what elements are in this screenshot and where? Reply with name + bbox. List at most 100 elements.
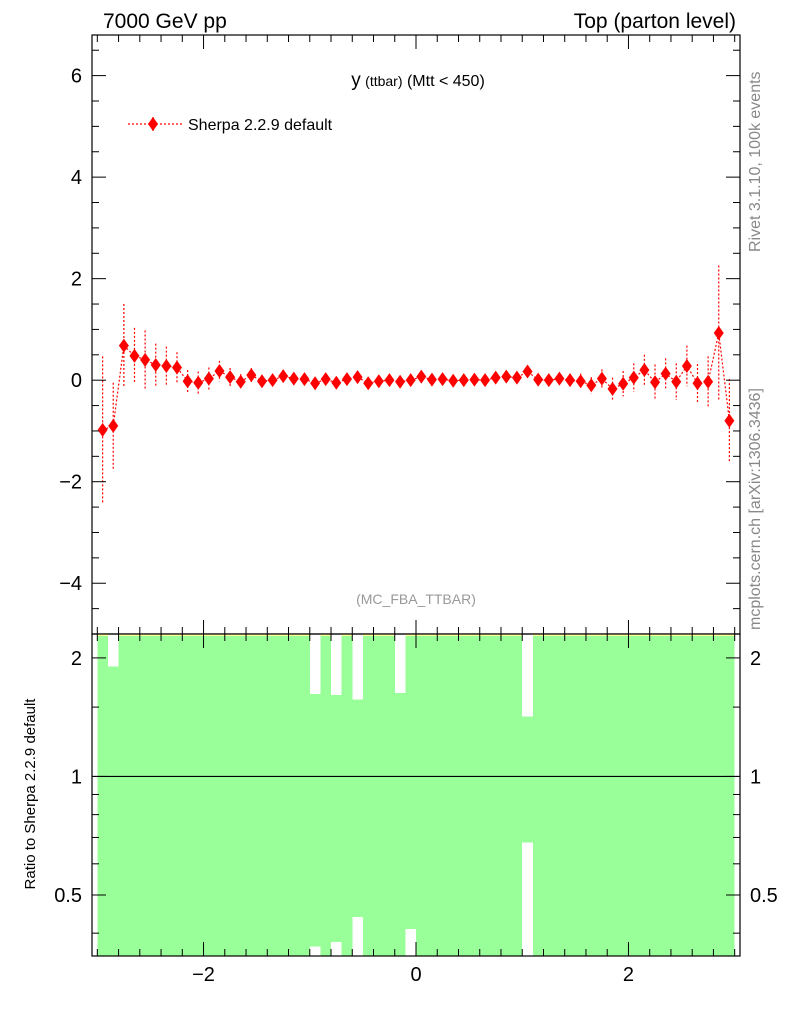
ratio-inner-band-bin [426,636,438,956]
ratio-inner-band-bin [352,699,363,917]
x-tick-label: 2 [623,964,634,986]
ratio-ylabel: Ratio to Sherpa 2.2.9 default [22,698,39,890]
ratio-inner-band-bin [469,636,480,956]
ratio-inner-band-bin [500,636,512,956]
data-point-marker [182,374,193,389]
data-point-marker [108,418,119,433]
data-point-marker [278,369,289,384]
ratio-inner-band-bin [267,636,278,956]
data-point-marker [310,376,321,391]
y-tick-label: 6 [71,66,82,88]
ratio-inner-band-bin [203,636,215,956]
data-point-marker [299,372,310,387]
ratio-inner-band-bin [384,636,395,956]
ratio-bands [97,634,735,956]
data-point-marker [288,371,299,386]
data-point-marker [724,413,735,428]
ratio-inner-band-bin [724,636,735,956]
main-panel: −4 −2 0 2 4 6 y (ttbar) (Mtt < 450) (MC_FBA_T… [59,34,741,635]
ratio-inner-band-bin [97,636,108,956]
ratio-inner-band-bin [511,636,523,956]
data-point-marker [543,373,554,388]
ratio-y-tick-label: 0.5 [54,885,82,907]
ratio-inner-band-bin [299,636,310,956]
data-point-marker [511,370,522,385]
data-point-marker [586,378,597,393]
data-point-marker [480,373,491,388]
ratio-inner-band-bin [681,636,693,956]
ratio-inner-band-bin [246,636,257,956]
ratio-inner-band-bin [522,716,533,843]
data-point-marker [501,369,512,384]
ratio-inner-band-bin [341,636,353,956]
ratio-y-tick-label-right: 1 [750,766,761,788]
data-point-marker [214,364,225,379]
ratio-inner-band-bin [139,636,151,956]
ratio-inner-band-bin [575,636,586,956]
ratio-inner-band-bin [394,692,406,956]
data-point-marker [331,375,342,390]
data-point-marker [628,370,639,385]
ratio-inner-band-bin [617,636,629,956]
ratio-inner-band-bin [277,636,289,956]
ratio-inner-band-bin [288,636,300,956]
watermark-text: (MC_FBA_TTBAR) [356,591,476,607]
ratio-inner-band-bin [214,636,225,956]
ratio-inner-band-bin [628,636,640,956]
data-point-marker [203,371,214,386]
data-point-marker [660,366,671,381]
ratio-inner-band-bin [224,636,236,956]
ratio-inner-band-bin [564,636,576,956]
data-point-marker [490,370,501,385]
ratio-inner-band-bin [118,636,130,956]
data-point-marker [246,368,257,383]
data-point-marker [703,374,714,389]
legend: Sherpa 2.2.9 default [128,117,333,134]
data-point-marker [469,372,480,387]
ratio-inner-band-bin [256,636,268,956]
data-point-marker [140,352,151,367]
data-point-marker [596,371,607,386]
y-tick-label: 2 [71,269,82,291]
ratio-inner-band-bin [607,636,618,956]
data-point-marker [352,370,363,385]
ratio-inner-band-bin [639,636,650,956]
data-point-marker [522,364,533,379]
data-point-marker [193,375,204,390]
data-point-marker [554,371,565,386]
data-point-marker [373,374,384,389]
data-point-marker [713,325,724,340]
header-left: 7000 GeV pp [103,10,227,33]
data-point-marker [97,422,108,437]
mcplots-url-text: mcplots.cern.ch [arXiv:1306.3436] [747,388,764,630]
ratio-inner-band-bin [320,636,332,956]
ratio-inner-band-bin [490,636,501,956]
data-point-marker [267,373,278,388]
data-point-marker [161,358,172,373]
ratio-inner-band-bin [660,636,671,956]
ratio-inner-band-bin [192,636,204,956]
data-point-marker [681,358,692,373]
ratio-inner-band-bin [331,695,342,942]
data-point-marker [395,374,406,389]
data-point-marker [118,338,129,353]
data-point-marker [341,372,352,387]
y-tick-label: 4 [71,167,82,189]
data-point-marker [256,374,267,389]
data-point-marker [320,372,331,387]
ratio-inner-band-bin [447,636,459,956]
ratio-inner-band-bin [713,636,725,956]
main-title: y (ttbar) (Mtt < 450) [351,70,485,91]
ratio-inner-band-bin [554,636,565,956]
ratio-inner-band-bin [362,636,374,956]
data-point-marker [416,369,427,384]
ratio-inner-band-bin [171,636,183,956]
ratio-inner-band-bin [416,636,427,956]
data-point-marker [129,348,140,363]
data-point-marker [171,360,182,375]
ratio-y-tick-label-right: 0.5 [750,885,778,907]
y-tick-label: −4 [59,573,82,595]
ratio-y-tick-label: 2 [71,648,82,670]
legend-marker [148,117,158,131]
